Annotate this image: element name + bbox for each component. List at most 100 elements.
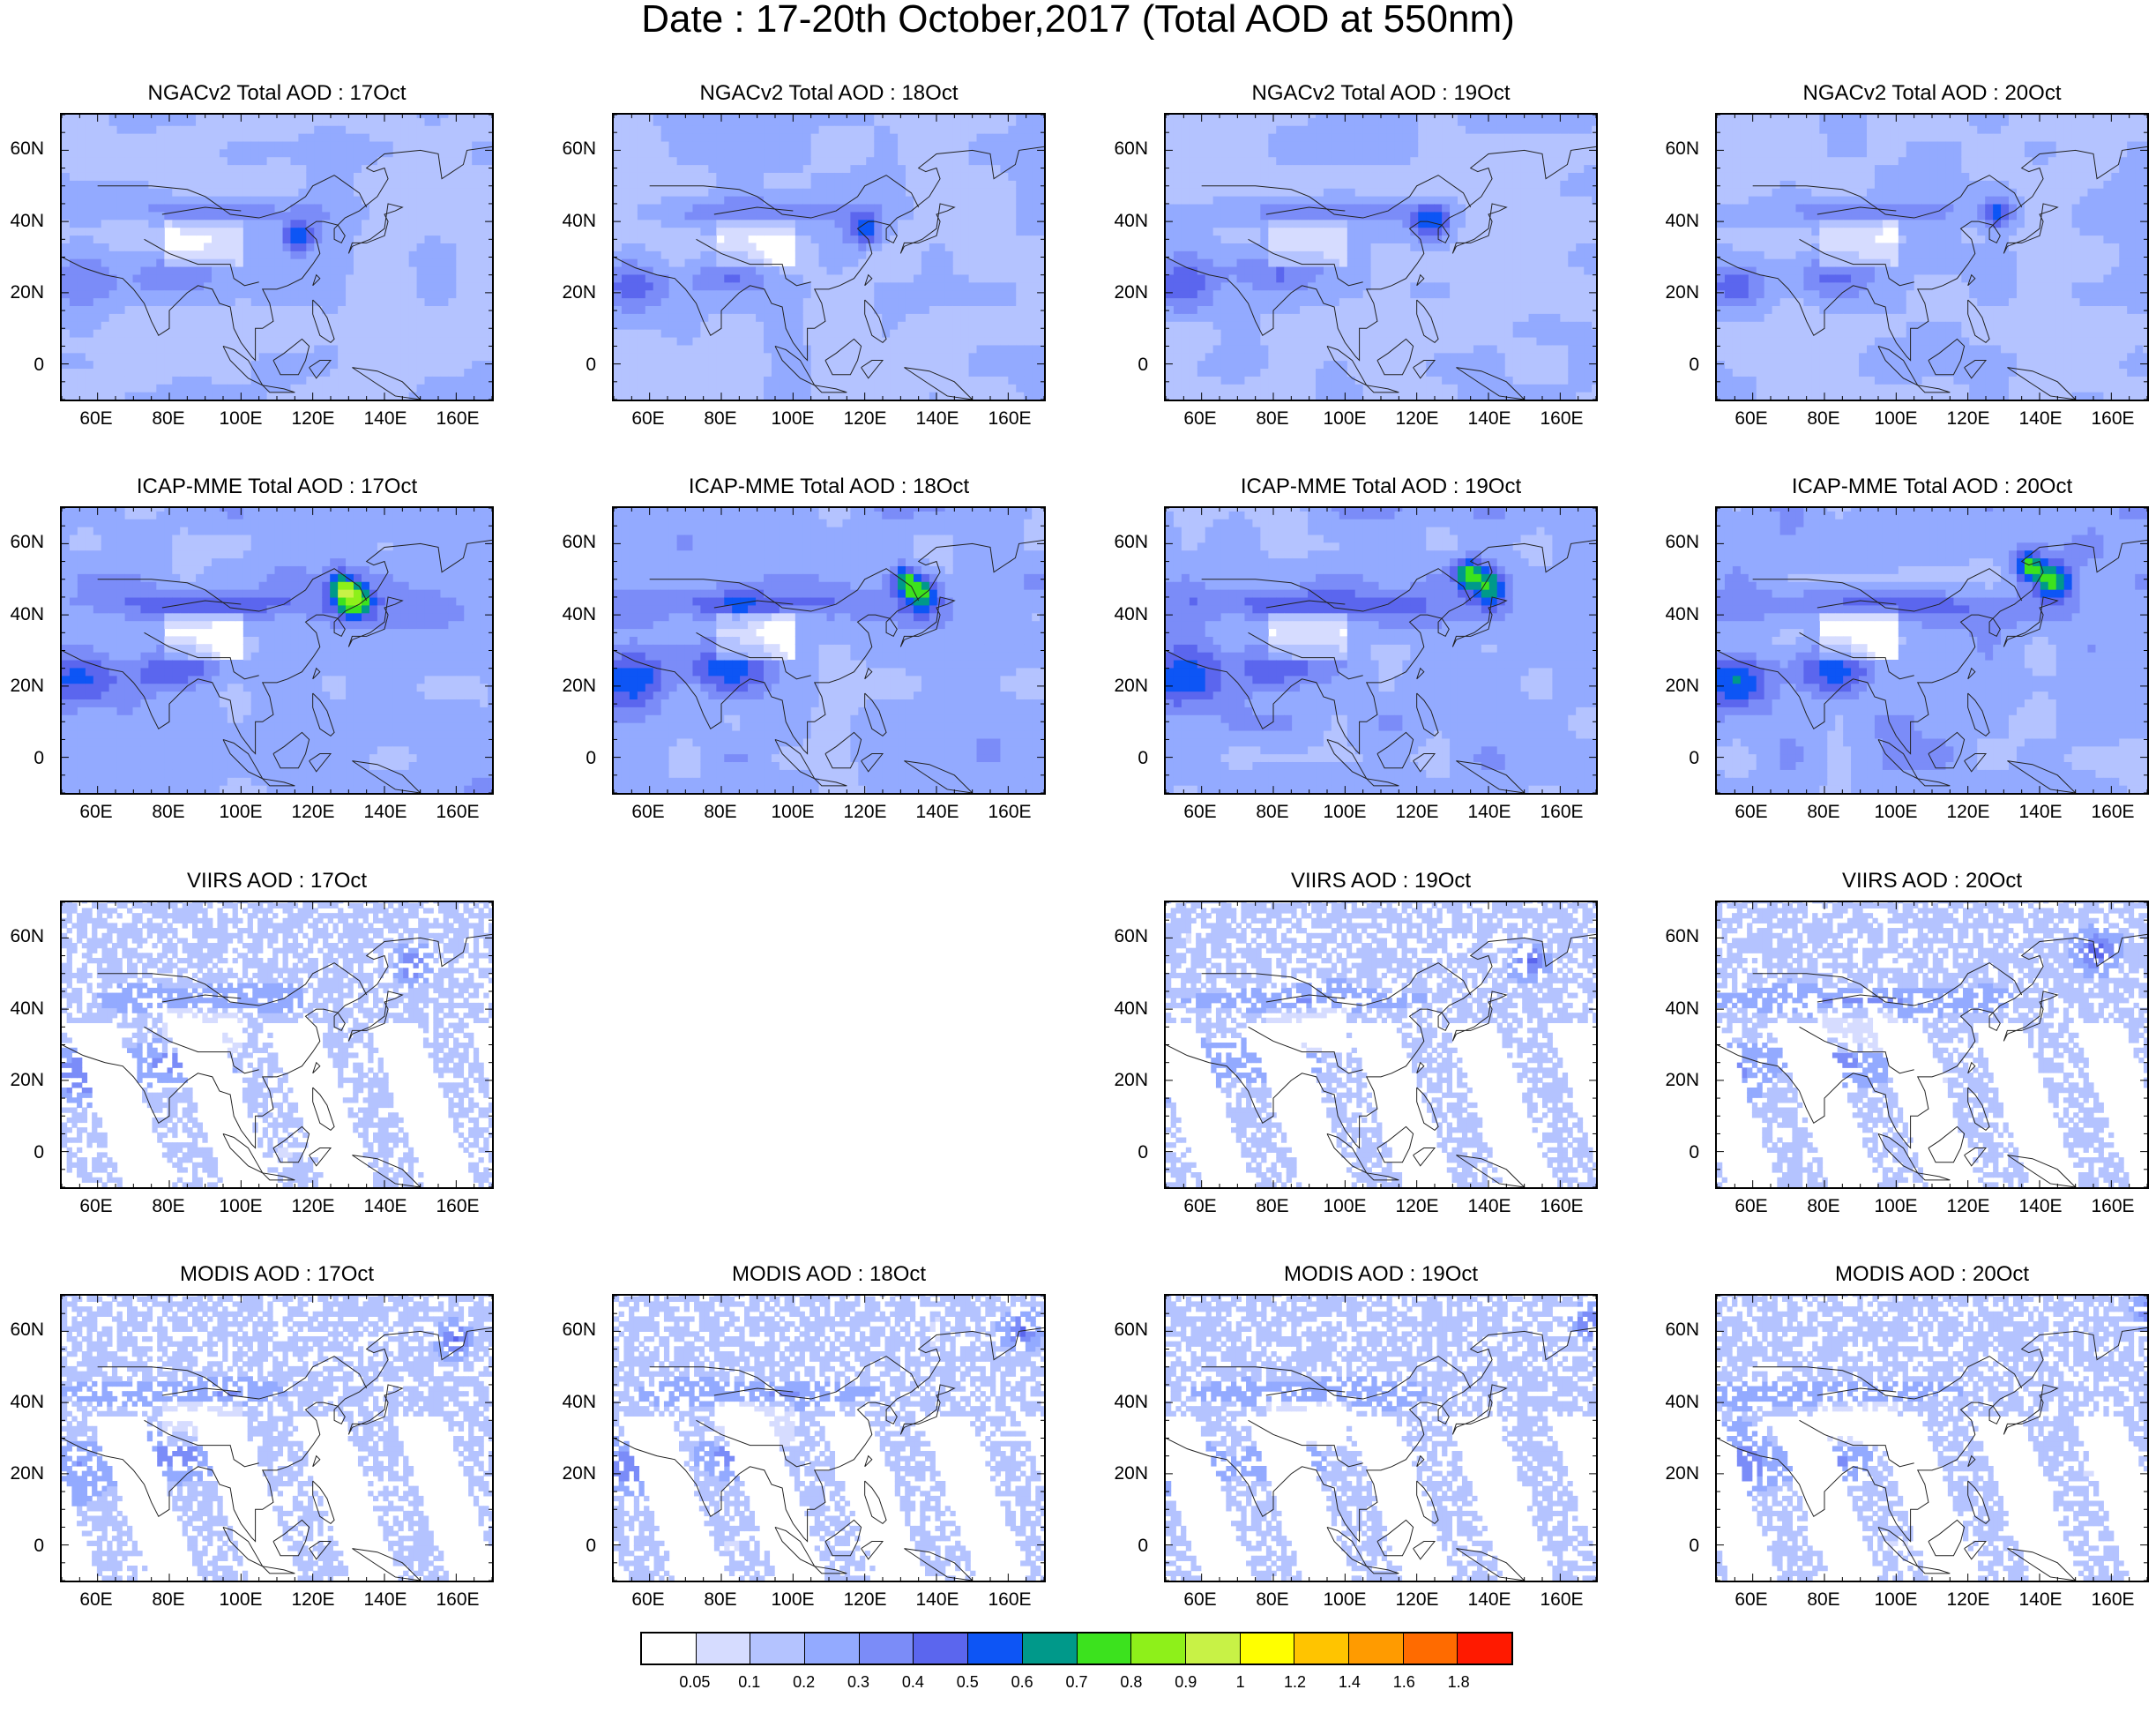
x-tick-label: 80E (152, 409, 184, 429)
map-panel: NGACv2 Total AOD : 19Oct 60N 40N 20N 0 60E 80E… (1104, 81, 1598, 460)
map-frame (612, 113, 1046, 401)
y-tick-label: 60N (1104, 138, 1148, 159)
coastlines (1717, 539, 2147, 793)
x-tick-label: 140E (2018, 1590, 2062, 1610)
x-tick-label: 60E (631, 1590, 664, 1610)
map-panel: VIIRS AOD : 17Oct 60N 40N 20N 0 60E 80E 100E 120… (0, 869, 494, 1248)
x-tick-label: 80E (152, 803, 184, 822)
map-panel: VIIRS AOD : 20Oct 60N 40N 20N 0 60E 80E 100E 120… (1655, 869, 2149, 1248)
x-tick-label: 60E (1183, 1197, 1216, 1216)
colorbar-swatch (1403, 1634, 1458, 1663)
map-panel: NGACv2 Total AOD : 17Oct 60N 40N 20N 0 60E 80E… (0, 81, 494, 460)
x-tick-label: 60E (1734, 1590, 1767, 1610)
map-frame (60, 506, 494, 795)
aod-field (614, 1296, 1044, 1581)
x-tick-label: 60E (631, 409, 664, 429)
aod-field (1166, 508, 1596, 793)
y-tick-label: 20N (1655, 1071, 1699, 1090)
x-tick-label: 140E (915, 1590, 959, 1610)
y-tick-label: 20N (552, 283, 596, 303)
x-tick-label: 120E (843, 803, 886, 822)
coastlines (1717, 1327, 2147, 1581)
map-panel: ICAP-MME Total AOD : 19Oct 60N 40N 20N 0 60E 8… (1104, 475, 1598, 854)
axis-ticks (62, 508, 492, 793)
x-tick-label: 120E (1395, 409, 1438, 429)
y-tick-label: 20N (0, 283, 44, 303)
map-frame (1164, 901, 1598, 1189)
x-tick-label: 140E (915, 409, 959, 429)
x-tick-label: 100E (1323, 1590, 1366, 1610)
aod-field (62, 902, 492, 1187)
x-tick-label: 100E (219, 803, 262, 822)
x-tick-label: 120E (1946, 1590, 1989, 1610)
colorbar-swatch (1131, 1634, 1186, 1663)
x-tick-label: 100E (1323, 1197, 1366, 1216)
colorbar-swatch (1458, 1634, 1511, 1663)
axis-ticks (614, 508, 1044, 793)
y-tick-label: 40N (0, 211, 44, 231)
x-tick-label: 160E (988, 803, 1031, 822)
y-tick-label: 40N (552, 604, 596, 624)
panel-title: VIIRS AOD : 17Oct (60, 869, 494, 893)
aod-map (614, 115, 1044, 400)
map-frame (60, 1294, 494, 1582)
colorbar-swatch (1294, 1634, 1349, 1663)
y-tick-label: 60N (552, 1320, 596, 1340)
x-tick-label: 160E (436, 1590, 479, 1610)
y-tick-label: 40N (1655, 604, 1699, 624)
x-tick-label: 100E (219, 1590, 262, 1610)
x-tick-label: 60E (79, 1197, 112, 1216)
y-tick-label: 40N (0, 604, 44, 624)
x-tick-label: 120E (1946, 409, 1989, 429)
aod-map (1166, 115, 1596, 400)
y-tick-label: 40N (1655, 998, 1699, 1019)
y-tick-label: 40N (552, 211, 596, 231)
aod-map (1717, 115, 2147, 400)
map-frame (1715, 1294, 2149, 1582)
axis-ticks (614, 115, 1044, 400)
y-tick-label: 0 (0, 749, 44, 768)
x-tick-label: 80E (704, 1590, 736, 1610)
x-tick-label: 80E (1807, 409, 1839, 429)
y-tick-label: 60N (0, 926, 44, 946)
axis-ticks (1717, 1296, 2147, 1581)
x-tick-label: 120E (291, 1197, 334, 1216)
aod-map (62, 1296, 492, 1581)
y-tick-label: 0 (1104, 749, 1148, 768)
axis-ticks (1166, 115, 1596, 400)
coastlines (614, 1327, 1044, 1581)
y-tick-label: 40N (1104, 604, 1148, 624)
y-tick-label: 60N (552, 532, 596, 552)
x-tick-label: 120E (291, 1590, 334, 1610)
x-tick-label: 80E (1807, 803, 1839, 822)
x-tick-label: 160E (436, 1197, 479, 1216)
axis-ticks (614, 1296, 1044, 1581)
axis-ticks (1166, 508, 1596, 793)
x-tick-label: 120E (1395, 1590, 1438, 1610)
x-tick-label: 60E (1734, 409, 1767, 429)
panel-title: VIIRS AOD : 19Oct (1164, 869, 1598, 893)
y-tick-label: 0 (1655, 749, 1699, 768)
y-tick-label: 60N (1655, 1320, 1699, 1340)
x-tick-label: 100E (1874, 1197, 1917, 1216)
x-tick-label: 60E (1734, 803, 1767, 822)
coastlines (614, 539, 1044, 793)
y-tick-label: 20N (1655, 283, 1699, 303)
y-tick-label: 60N (1104, 1320, 1148, 1340)
map-frame (1715, 506, 2149, 795)
colorbar-swatch (1185, 1634, 1241, 1663)
x-tick-label: 140E (2018, 1197, 2062, 1216)
colorbar-swatch (642, 1634, 697, 1663)
x-tick-label: 60E (79, 1590, 112, 1610)
axis-ticks (62, 115, 492, 400)
x-tick-label: 120E (291, 409, 334, 429)
x-tick-label: 160E (1540, 1197, 1583, 1216)
x-tick-label: 160E (1540, 803, 1583, 822)
y-tick-label: 20N (0, 677, 44, 696)
x-tick-label: 100E (771, 1590, 814, 1610)
coastlines (1166, 1327, 1596, 1581)
colorbar-label: 0.6 (1011, 1673, 1033, 1691)
axis-ticks (1717, 902, 2147, 1187)
y-tick-label: 40N (1655, 1392, 1699, 1412)
aod-field (1717, 1296, 2147, 1581)
